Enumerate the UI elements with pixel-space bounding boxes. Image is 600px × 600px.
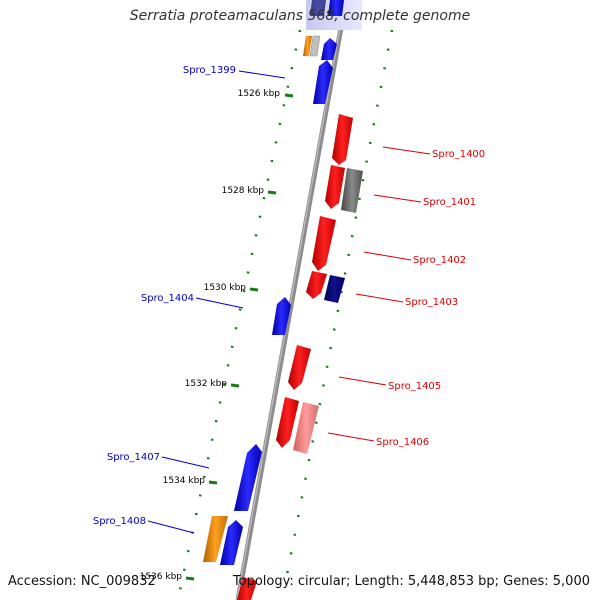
gene-arrow <box>332 114 353 165</box>
tick-mark <box>284 93 294 98</box>
genome-summary: Topology: circular; Length: 5,448,853 bp… <box>232 574 590 589</box>
tick-mark <box>230 383 240 388</box>
map-title: Serratia proteamaculans 568, complete ge… <box>129 8 471 24</box>
gene-arrow <box>313 60 333 104</box>
gene-label: Spro_1408 <box>93 516 146 527</box>
tick-label: 1536 kbp <box>140 572 183 582</box>
gene-arrow <box>306 271 327 299</box>
gene-label: Spro_1400 <box>432 149 485 160</box>
tick-mark <box>267 190 277 195</box>
leader-line <box>327 432 375 442</box>
genome-backbone-highlight <box>236 0 346 600</box>
leader-line <box>238 70 286 79</box>
accession-text: Accession: NC_009832 <box>8 574 156 589</box>
gene-arrow <box>324 275 345 303</box>
scale-track-outer <box>284 29 394 581</box>
tick-label: 1532 kbp <box>185 379 228 389</box>
leader-line <box>373 194 422 203</box>
tick-mark <box>249 287 259 292</box>
gene-label: Spro_1401 <box>423 197 476 208</box>
leader-line <box>147 520 195 534</box>
gene-arrow <box>328 0 344 16</box>
leader-line <box>382 146 431 155</box>
tick-label: 1528 kbp <box>222 186 265 196</box>
leader-line <box>338 376 387 386</box>
gene-arrow <box>303 36 312 56</box>
leader-line <box>161 456 210 469</box>
gene-label: Spro_1399 <box>183 65 236 76</box>
gene-arrow <box>203 516 228 562</box>
gene-arrow <box>220 520 243 565</box>
gene-arrow <box>309 35 321 57</box>
gene-label: Spro_1406 <box>376 437 429 448</box>
gene-label: Spro_1407 <box>107 452 160 463</box>
gene-arrow <box>237 577 257 600</box>
gene-arrow <box>325 165 345 209</box>
leader-line <box>355 293 404 303</box>
scale-track-inner <box>178 29 302 591</box>
tick-label: 1530 kbp <box>204 283 247 293</box>
gene-label: Spro_1404 <box>141 293 194 304</box>
gene-arrow <box>288 345 311 390</box>
gene-arrow <box>272 297 291 335</box>
gene-arrow <box>341 168 363 213</box>
tick-label: 1526 kbp <box>238 89 281 99</box>
gene-arrow <box>276 397 299 448</box>
tick-mark <box>185 576 195 581</box>
tick-mark <box>208 480 218 485</box>
gene-label: Spro_1403 <box>405 297 458 308</box>
genome-backbone <box>235 0 349 600</box>
gene-arrow <box>312 216 336 271</box>
gene-label: Spro_1405 <box>388 381 441 392</box>
gene-arrow <box>321 38 337 60</box>
leader-line <box>363 251 412 261</box>
scale-ticks: 1526 kbp 1528 kbp 1530 kbp 1532 kbp 1534… <box>140 89 294 582</box>
gene-label: Spro_1402 <box>413 255 466 266</box>
leader-line <box>195 297 244 309</box>
tick-label: 1534 kbp <box>163 476 206 486</box>
gene-arrow <box>293 402 319 454</box>
gene-arrow <box>310 0 326 16</box>
gene-arrow <box>234 444 262 511</box>
